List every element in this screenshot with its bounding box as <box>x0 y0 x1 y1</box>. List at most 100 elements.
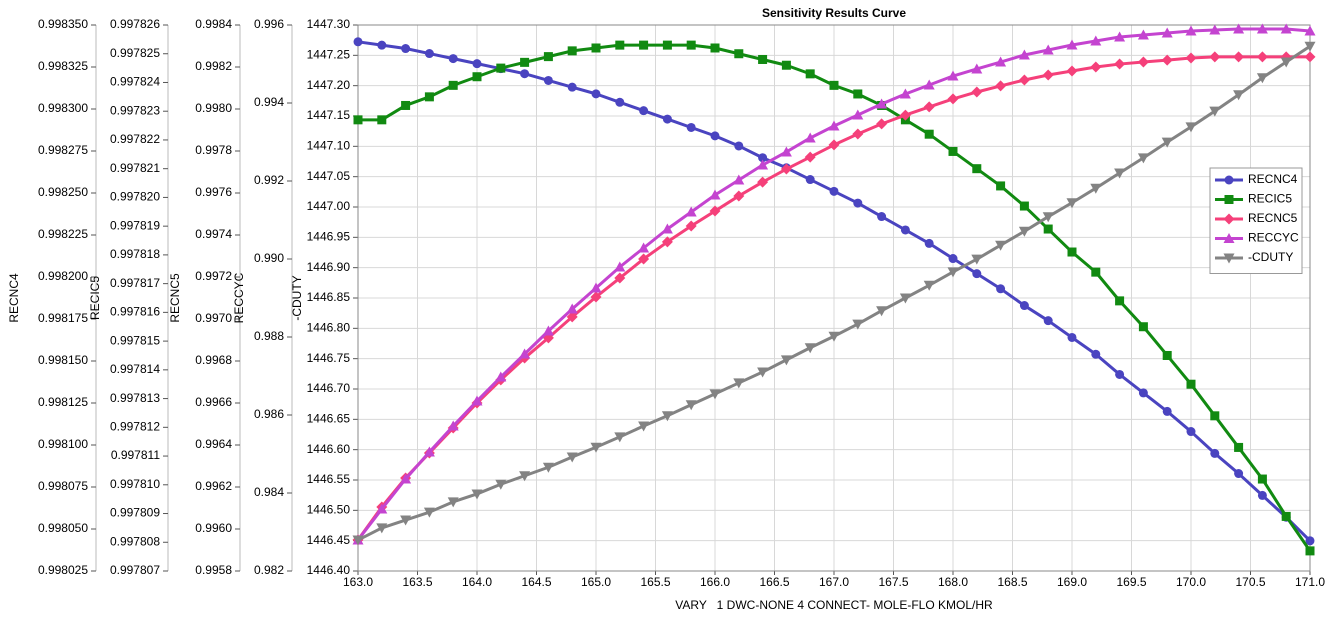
marker <box>614 272 626 284</box>
marker <box>1280 23 1292 34</box>
marker <box>829 186 839 196</box>
y-axis-label: RECIC5 <box>88 276 102 320</box>
marker <box>876 306 888 317</box>
chart-title: Sensitivity Results Curve <box>762 6 906 20</box>
marker <box>1066 65 1078 77</box>
marker <box>638 421 650 432</box>
marker <box>1043 316 1053 326</box>
y-tick-label: 0.997815 <box>110 333 160 347</box>
marker <box>1186 379 1196 389</box>
marker <box>615 40 625 50</box>
y-axis-label: RECCYC <box>232 272 246 323</box>
y-tick-label: 0.998225 <box>38 227 88 241</box>
marker <box>996 284 1006 294</box>
y-tick-label: 0.998275 <box>38 143 88 157</box>
marker <box>353 115 363 125</box>
marker <box>947 93 959 105</box>
marker <box>424 49 434 59</box>
marker <box>709 189 721 200</box>
series <box>352 41 1316 546</box>
x-tick-label: 163.5 <box>402 575 432 589</box>
marker <box>661 236 673 248</box>
marker <box>566 452 578 463</box>
y-tick-label: 0.997819 <box>110 218 160 232</box>
marker <box>448 80 458 90</box>
y-tick-label: 0.997814 <box>110 362 160 376</box>
y-tick-label: 1447.20 <box>307 78 351 92</box>
marker <box>780 163 792 175</box>
marker <box>685 206 697 217</box>
y-tick-label: 0.9958 <box>195 563 232 577</box>
y-tick-label: 0.998175 <box>38 311 88 325</box>
marker <box>972 269 982 279</box>
marker <box>876 98 888 109</box>
marker <box>566 303 578 314</box>
marker <box>1185 122 1197 133</box>
marker <box>638 242 650 253</box>
marker <box>400 515 412 526</box>
marker <box>353 37 363 47</box>
marker <box>542 462 554 473</box>
y-tick-label: 0.9974 <box>195 227 232 241</box>
marker <box>1115 369 1125 379</box>
y-tick-label: 0.992 <box>254 173 284 187</box>
legend-label: RECNC5 <box>1248 211 1298 225</box>
x-axis-label: VARY 1 DWC-NONE 4 CONNECT- MOLE-FLO KMOL… <box>675 598 993 612</box>
marker <box>1257 490 1267 500</box>
marker <box>401 100 411 110</box>
marker <box>1210 448 1220 458</box>
y-tick-label: 0.997825 <box>110 46 160 60</box>
marker <box>1066 198 1078 209</box>
marker <box>853 198 863 208</box>
marker <box>1281 511 1291 521</box>
legend-label: -CDUTY <box>1248 250 1293 264</box>
marker <box>615 97 625 107</box>
marker <box>1066 39 1078 50</box>
marker <box>1256 23 1268 34</box>
marker <box>1233 90 1245 101</box>
y-tick-label: 0.998200 <box>38 269 88 283</box>
y-tick-label: 0.9982 <box>195 59 232 73</box>
y-tick-label: 0.9968 <box>195 353 232 367</box>
marker <box>1137 56 1149 68</box>
marker <box>1224 195 1234 204</box>
marker <box>1257 474 1267 484</box>
marker <box>1304 41 1316 52</box>
legend-label: RECCYC <box>1248 231 1299 245</box>
y-tick-label: 1446.85 <box>307 290 351 304</box>
y-tick-label: 1446.55 <box>307 472 351 486</box>
marker <box>661 223 673 234</box>
y-tick-label: 0.998150 <box>38 353 88 367</box>
y-tick-label: 0.9962 <box>195 479 232 493</box>
y-tick-label: 1447.30 <box>307 17 351 31</box>
marker <box>995 240 1007 251</box>
x-tick-label: 169.5 <box>1116 575 1146 589</box>
marker <box>661 411 673 422</box>
marker <box>376 503 388 514</box>
y-tick-label: 1446.40 <box>307 563 351 577</box>
y-tick-label: 0.997817 <box>110 276 160 290</box>
marker <box>1161 54 1173 66</box>
marker <box>758 153 768 163</box>
marker <box>1137 153 1149 164</box>
y-tick-label: 0.984 <box>254 485 284 499</box>
x-tick-label: 170.0 <box>1176 575 1206 589</box>
marker <box>1114 31 1126 42</box>
marker <box>542 325 554 336</box>
marker <box>1042 44 1054 55</box>
marker <box>1304 25 1316 36</box>
marker <box>662 114 672 124</box>
marker <box>853 89 863 99</box>
marker <box>352 535 364 546</box>
marker <box>1042 212 1054 223</box>
y-tick-label: 0.9966 <box>195 395 232 409</box>
y-tick-label: 1446.70 <box>307 381 351 395</box>
marker <box>733 378 745 389</box>
marker <box>1138 388 1148 398</box>
marker <box>1090 61 1102 73</box>
series <box>352 23 1316 545</box>
marker <box>1018 226 1030 237</box>
marker <box>590 442 602 453</box>
legend-label: RECNC4 <box>1248 172 1298 186</box>
